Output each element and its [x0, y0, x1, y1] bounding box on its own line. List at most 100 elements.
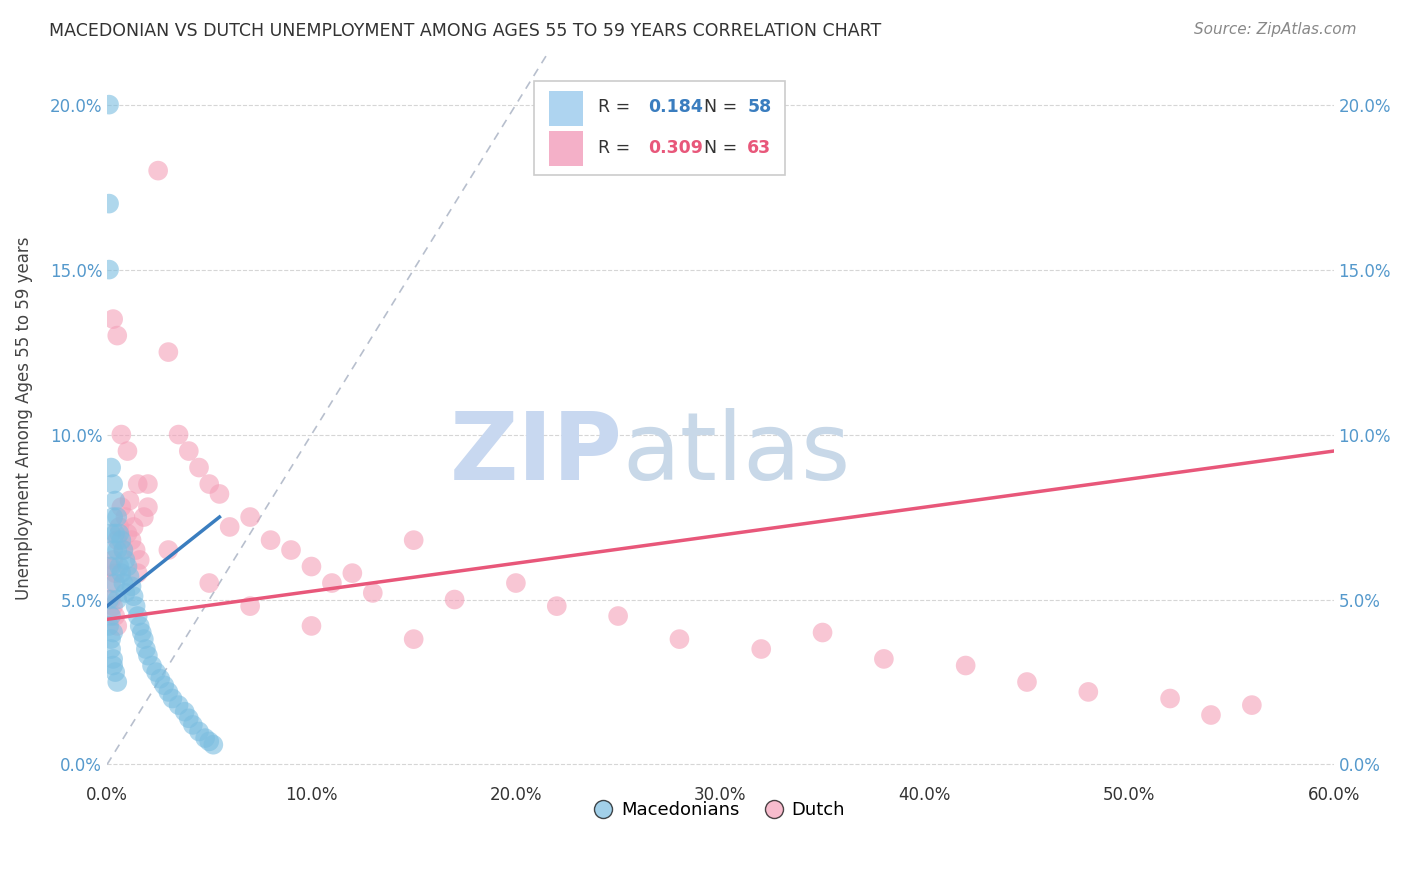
Text: N =: N =: [693, 98, 744, 116]
Point: [105, 543, 128, 558]
Point: [108, 520, 131, 534]
Point: [443, 592, 465, 607]
Point: [101, 477, 124, 491]
Point: [198, 477, 221, 491]
Point: [105, 619, 128, 633]
Point: [402, 533, 425, 548]
Text: N =: N =: [693, 139, 744, 157]
Point: [105, 675, 128, 690]
Point: [124, 599, 146, 614]
Point: [198, 734, 221, 748]
Text: 58: 58: [748, 98, 772, 116]
Point: [98, 619, 121, 633]
Point: [146, 163, 169, 178]
Point: [202, 738, 225, 752]
Point: [181, 718, 204, 732]
Point: [101, 543, 124, 558]
Point: [118, 493, 141, 508]
Point: [811, 625, 834, 640]
Point: [259, 533, 281, 548]
Point: [198, 576, 221, 591]
Point: [128, 553, 150, 567]
Point: [121, 579, 143, 593]
Point: [177, 444, 200, 458]
Text: 0.309: 0.309: [648, 139, 703, 157]
Point: [108, 526, 131, 541]
Point: [112, 543, 135, 558]
Point: [112, 543, 135, 558]
Point: [110, 427, 132, 442]
Point: [100, 526, 122, 541]
Point: [104, 566, 127, 581]
Text: ZIP: ZIP: [450, 409, 623, 500]
Point: [131, 625, 153, 640]
Point: [153, 678, 176, 692]
Point: [1015, 675, 1038, 690]
Point: [100, 592, 122, 607]
Point: [101, 599, 124, 614]
Point: [1199, 708, 1222, 723]
Point: [194, 731, 217, 745]
Point: [122, 520, 145, 534]
Point: [127, 477, 149, 491]
Point: [101, 658, 124, 673]
Point: [104, 526, 127, 541]
Point: [208, 487, 231, 501]
Point: [110, 500, 132, 515]
Point: [98, 559, 121, 574]
Point: [132, 632, 155, 647]
Point: [361, 586, 384, 600]
Point: [105, 533, 128, 548]
Point: [188, 724, 211, 739]
Point: [110, 533, 132, 548]
Point: [101, 510, 124, 524]
Text: MACEDONIAN VS DUTCH UNEMPLOYMENT AMONG AGES 55 TO 59 YEARS CORRELATION CHART: MACEDONIAN VS DUTCH UNEMPLOYMENT AMONG A…: [49, 22, 882, 40]
Text: Source: ZipAtlas.com: Source: ZipAtlas.com: [1194, 22, 1357, 37]
Point: [301, 619, 323, 633]
Point: [127, 609, 149, 624]
Point: [108, 559, 131, 574]
Point: [100, 609, 122, 624]
Point: [124, 543, 146, 558]
Point: [749, 642, 772, 657]
Point: [101, 312, 124, 326]
Point: [218, 520, 240, 534]
Point: [98, 196, 121, 211]
Point: [239, 599, 262, 614]
Point: [546, 599, 568, 614]
Point: [301, 559, 323, 574]
Point: [873, 652, 896, 666]
Point: [162, 691, 184, 706]
Point: [188, 460, 211, 475]
Point: [98, 97, 121, 112]
Point: [127, 566, 149, 581]
Text: atlas: atlas: [623, 409, 851, 500]
Point: [121, 533, 143, 548]
Text: 0.184: 0.184: [648, 98, 703, 116]
Point: [101, 625, 124, 640]
Point: [122, 589, 145, 603]
Point: [114, 553, 136, 567]
Point: [1159, 691, 1181, 706]
Point: [136, 500, 159, 515]
Point: [321, 576, 343, 591]
Point: [105, 592, 128, 607]
Point: [167, 427, 190, 442]
Point: [117, 444, 139, 458]
Point: [157, 543, 180, 558]
Point: [104, 609, 127, 624]
Bar: [548, 131, 583, 166]
Point: [157, 685, 180, 699]
Point: [167, 698, 190, 712]
Point: [136, 648, 159, 663]
Point: [105, 328, 128, 343]
Point: [141, 658, 163, 673]
Point: [145, 665, 167, 679]
Point: [955, 658, 977, 673]
Point: [114, 510, 136, 524]
Point: [110, 566, 132, 581]
Point: [132, 510, 155, 524]
Point: [118, 569, 141, 583]
Point: [101, 652, 124, 666]
Point: [100, 642, 122, 657]
